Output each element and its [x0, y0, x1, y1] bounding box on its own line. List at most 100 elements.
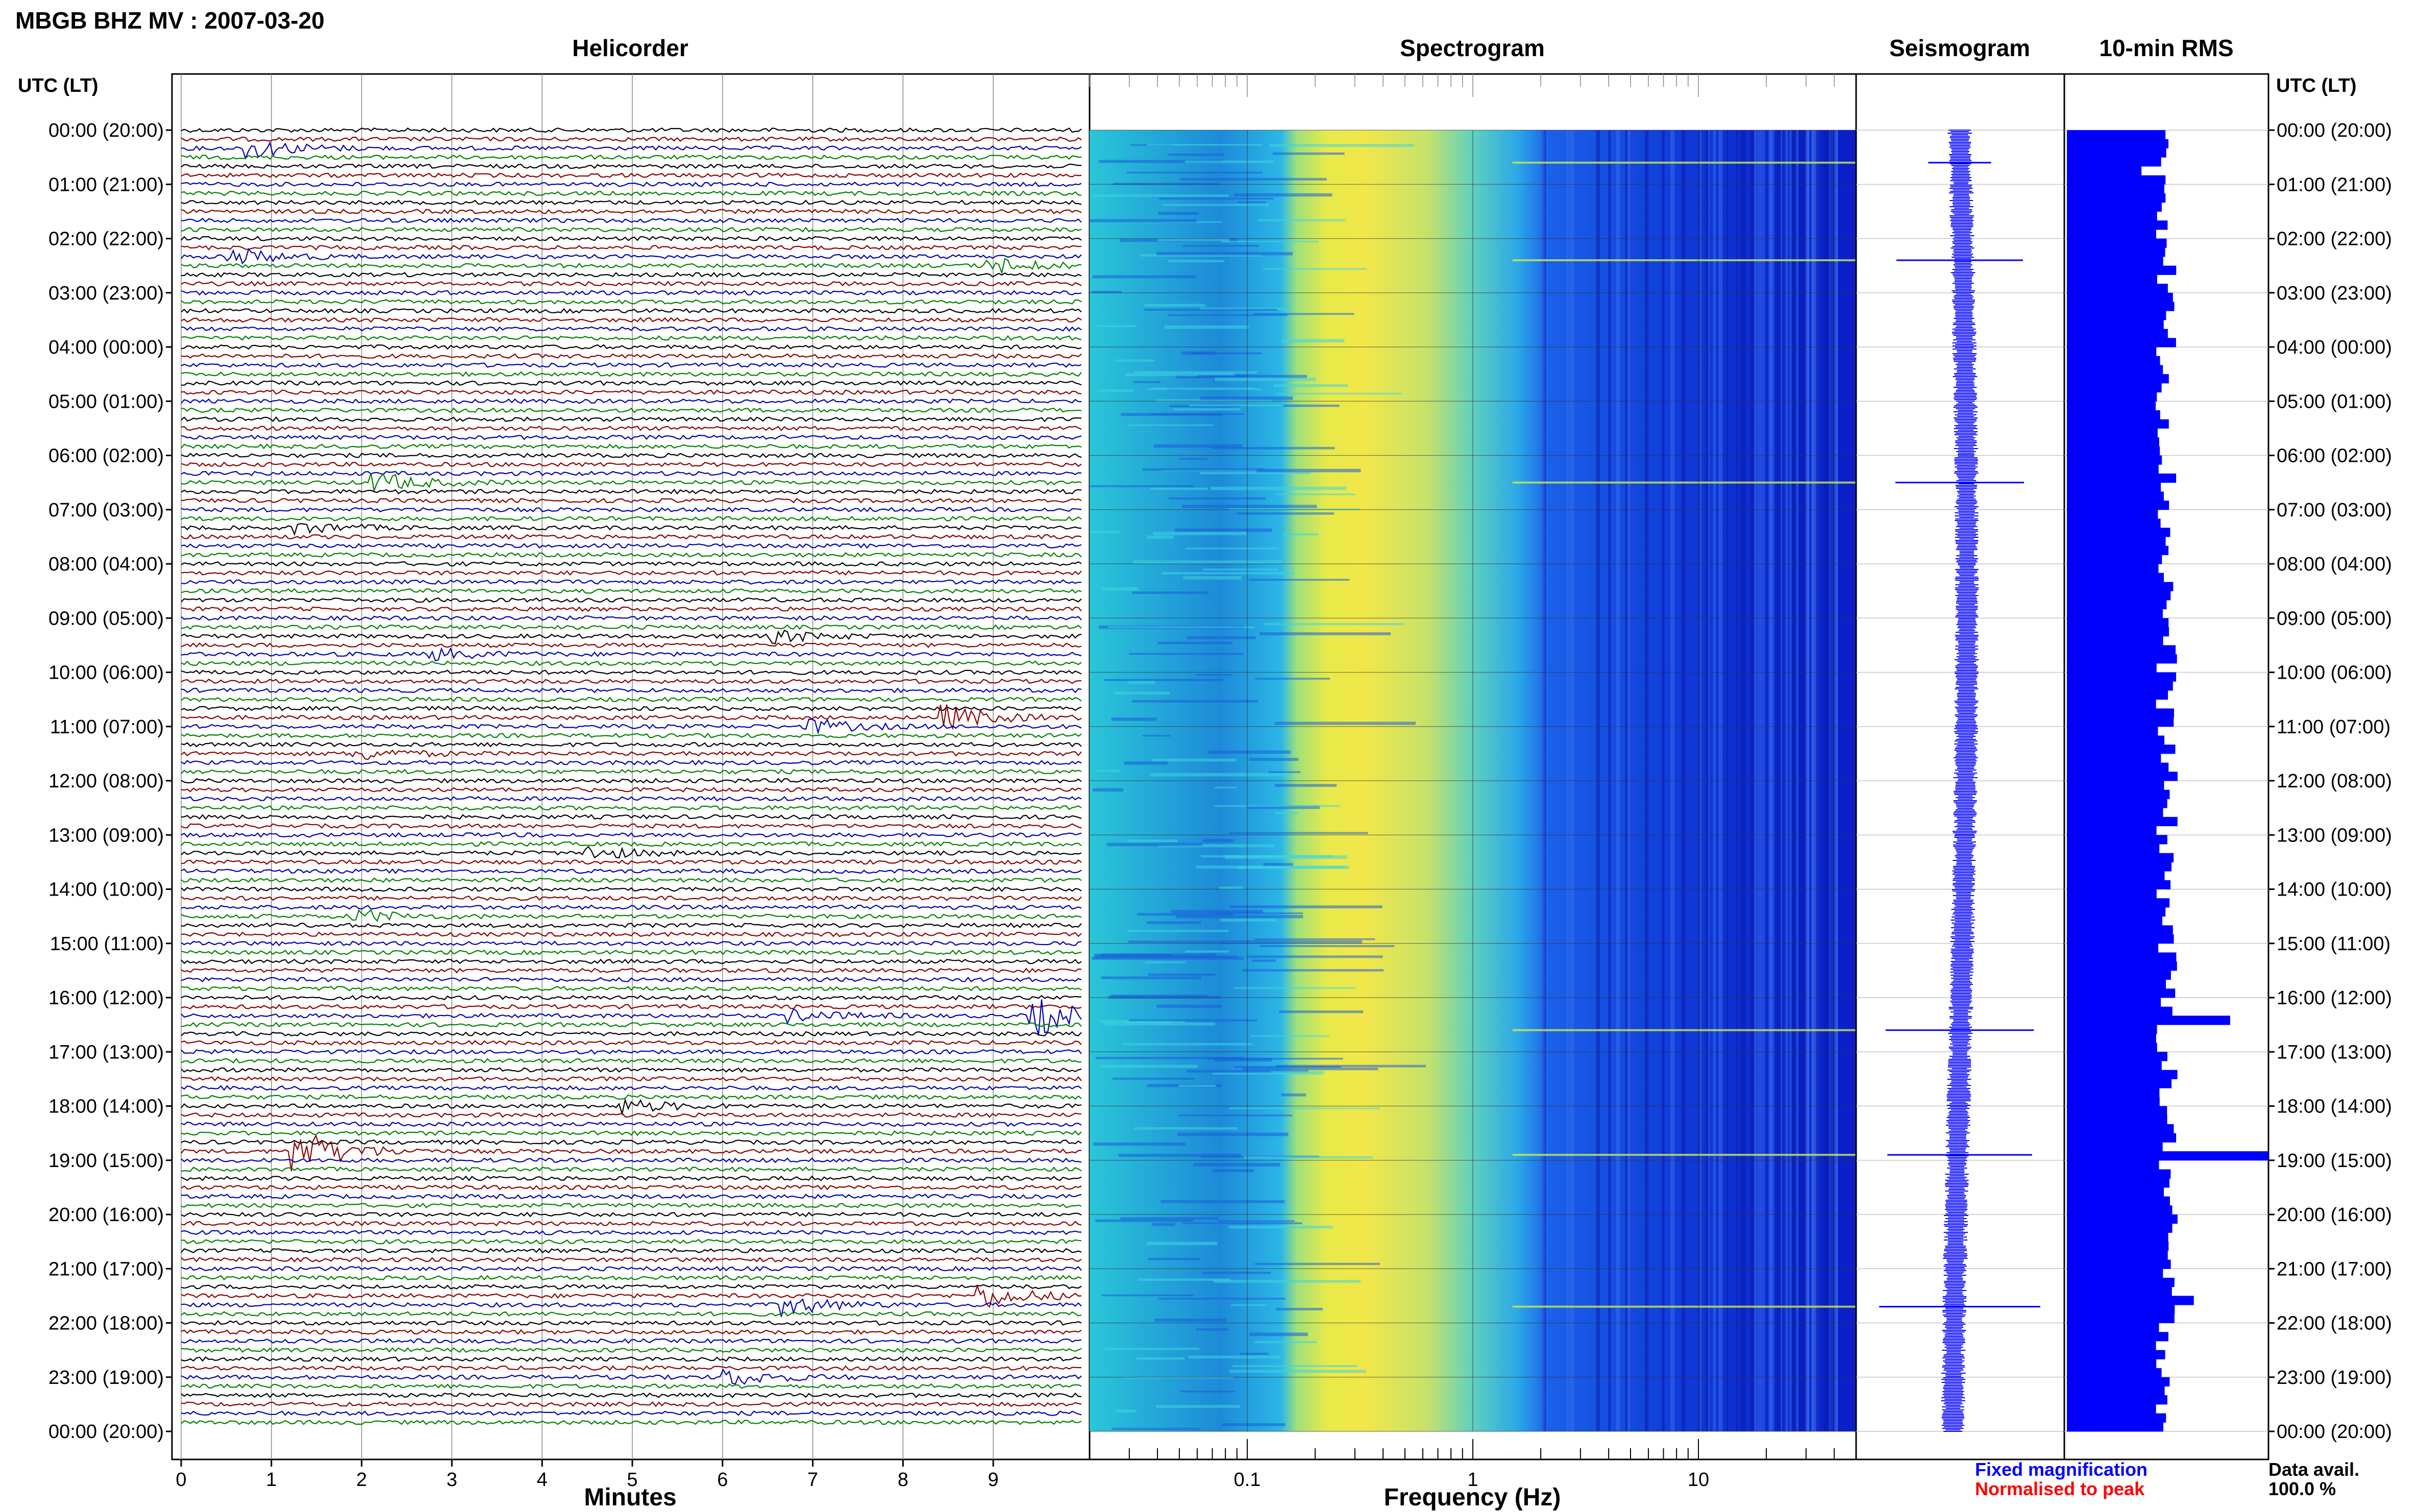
- spectrogram-stripe: [1127, 930, 1229, 932]
- spectrogram-stripe: [1229, 905, 1383, 908]
- helicorder-trace: [181, 1368, 1082, 1385]
- helicorder-trace: [181, 1298, 1082, 1317]
- helicorder-trace: [181, 227, 1082, 233]
- helicorder-trace: [181, 705, 1082, 711]
- spectrogram-stripe: [1171, 910, 1263, 914]
- spectrogram-stripe: [1242, 1068, 1378, 1071]
- time-label-left: 00:00 (20:00): [48, 120, 164, 141]
- spectrogram-stripe: [1132, 381, 1161, 383]
- rms-bar: [2067, 1359, 2157, 1369]
- helicorder-trace: [181, 570, 1082, 576]
- helicorder-trace: [181, 1320, 1082, 1326]
- helicorder-trace: [181, 317, 1082, 323]
- helicorder-trace: [181, 416, 1082, 423]
- helicorder-trace: [181, 543, 1082, 549]
- rms-bar: [2067, 753, 2161, 763]
- spectrogram-stripe: [1168, 260, 1225, 262]
- rms-bar: [2067, 1332, 2168, 1342]
- rms-bar: [2067, 392, 2157, 402]
- spectrogram-stripe: [1215, 377, 1316, 381]
- helicorder-trace: [181, 380, 1082, 386]
- spectrogram-stripe: [1211, 447, 1335, 450]
- time-label-left: 00:00 (20:00): [48, 1421, 164, 1443]
- spectrogram-stripe: [1142, 735, 1171, 737]
- helicorder-trace: [181, 534, 1082, 540]
- spectrogram-stripe: [1152, 387, 1254, 389]
- spectrogram-stripe: [1154, 1318, 1226, 1322]
- rms-bar: [2067, 1368, 2162, 1378]
- helicorder-trace: [181, 1040, 1082, 1046]
- rms-bar: [2067, 762, 2169, 772]
- time-label-left: 03:00 (23:00): [48, 283, 164, 304]
- helicorder-trace: [181, 832, 1082, 838]
- panel-title-spectrogram: Spectrogram: [1400, 35, 1545, 61]
- spectrogram-stripe: [1133, 560, 1283, 564]
- rms-bar: [2067, 1223, 2173, 1233]
- spectrogram-stripe: [1243, 1156, 1373, 1159]
- spectrogram-stripe: [1145, 961, 1186, 963]
- spectrogram-stripe: [1254, 313, 1354, 315]
- rms-bar: [2067, 166, 2142, 176]
- spectrogram-stripe: [1248, 579, 1350, 581]
- rms-bar: [2067, 1160, 2159, 1170]
- spectrogram-stripe: [1148, 1257, 1200, 1260]
- rms-bar: [2067, 600, 2167, 610]
- spectrogram-stripe: [1281, 1093, 1306, 1097]
- helicorder-trace: [181, 814, 1082, 820]
- helicorder-trace: [181, 181, 1082, 187]
- rms-bar: [2067, 184, 2164, 194]
- helicorder-trace: [181, 308, 1082, 314]
- rms-bar: [2067, 509, 2158, 519]
- spectrogram-stripe: [1095, 770, 1121, 772]
- helicorder-trace: [181, 425, 1082, 431]
- rms-bar: [2067, 708, 2174, 718]
- helicorder-trace: [181, 749, 1082, 760]
- spectrogram-stripe: [1185, 950, 1229, 953]
- helicorder-tick-label: 7: [807, 1469, 818, 1491]
- spectrogram-stripe: [1200, 396, 1293, 400]
- rms-bar: [2067, 1025, 2157, 1034]
- rms-bar: [2067, 844, 2160, 854]
- time-label-left: 04:00 (00:00): [48, 337, 164, 358]
- helicorder-trace: [181, 1121, 1082, 1127]
- helicorder-trace: [181, 1067, 1082, 1073]
- helicorder-trace: [181, 326, 1082, 332]
- rms-bar: [2067, 175, 2166, 185]
- spectrogram-stripe: [1128, 424, 1213, 426]
- helicorder-tick-label: 5: [627, 1469, 637, 1491]
- helicorder-trace: [181, 597, 1082, 603]
- spectrogram-stripe: [1263, 863, 1293, 866]
- time-label-right: 19:00 (15:00): [2277, 1150, 2392, 1172]
- helicorder-trace: [181, 1221, 1082, 1227]
- rms-bar: [2067, 401, 2156, 411]
- helicorder-trace: [181, 606, 1082, 612]
- spectrogram-stripe: [1138, 1278, 1230, 1281]
- helicorder-trace: [181, 1419, 1082, 1425]
- spectrogram-stripe: [1202, 1272, 1271, 1274]
- spectrogram-stripe: [1250, 1035, 1329, 1037]
- spectrogram-stripe: [1157, 238, 1229, 242]
- rms-bar: [2067, 1323, 2159, 1332]
- rms-bar: [2067, 528, 2170, 537]
- helicorder-trace: [181, 778, 1082, 784]
- rms-bar: [2067, 934, 2174, 944]
- helicorder-tick-label: 1: [266, 1469, 277, 1491]
- spectrogram-stripe: [1214, 805, 1340, 807]
- time-label-right: 14:00 (10:00): [2277, 879, 2392, 901]
- spectrogram-stripe: [1132, 591, 1209, 594]
- spectrogram-stripe: [1095, 1219, 1194, 1222]
- figure-title: MBGB BHZ MV : 2007-03-20: [15, 7, 325, 34]
- spectrogram-stripe: [1228, 1226, 1333, 1229]
- spectrogram-stripe: [1169, 497, 1266, 500]
- time-label-right: 20:00 (16:00): [2277, 1204, 2392, 1226]
- spectrogram-stripe: [1181, 505, 1317, 508]
- time-label-right: 21:00 (17:00): [2277, 1258, 2392, 1280]
- spectrogram-stripe: [1208, 750, 1291, 754]
- helicorder-trace: [181, 968, 1082, 974]
- helicorder-trace: [181, 796, 1082, 802]
- rms-bar: [2067, 726, 2158, 736]
- rms-bar: [2067, 907, 2166, 917]
- helicorder-trace: [181, 1311, 1082, 1317]
- rms-bar: [2067, 374, 2169, 384]
- helicorder-trace: [181, 290, 1082, 296]
